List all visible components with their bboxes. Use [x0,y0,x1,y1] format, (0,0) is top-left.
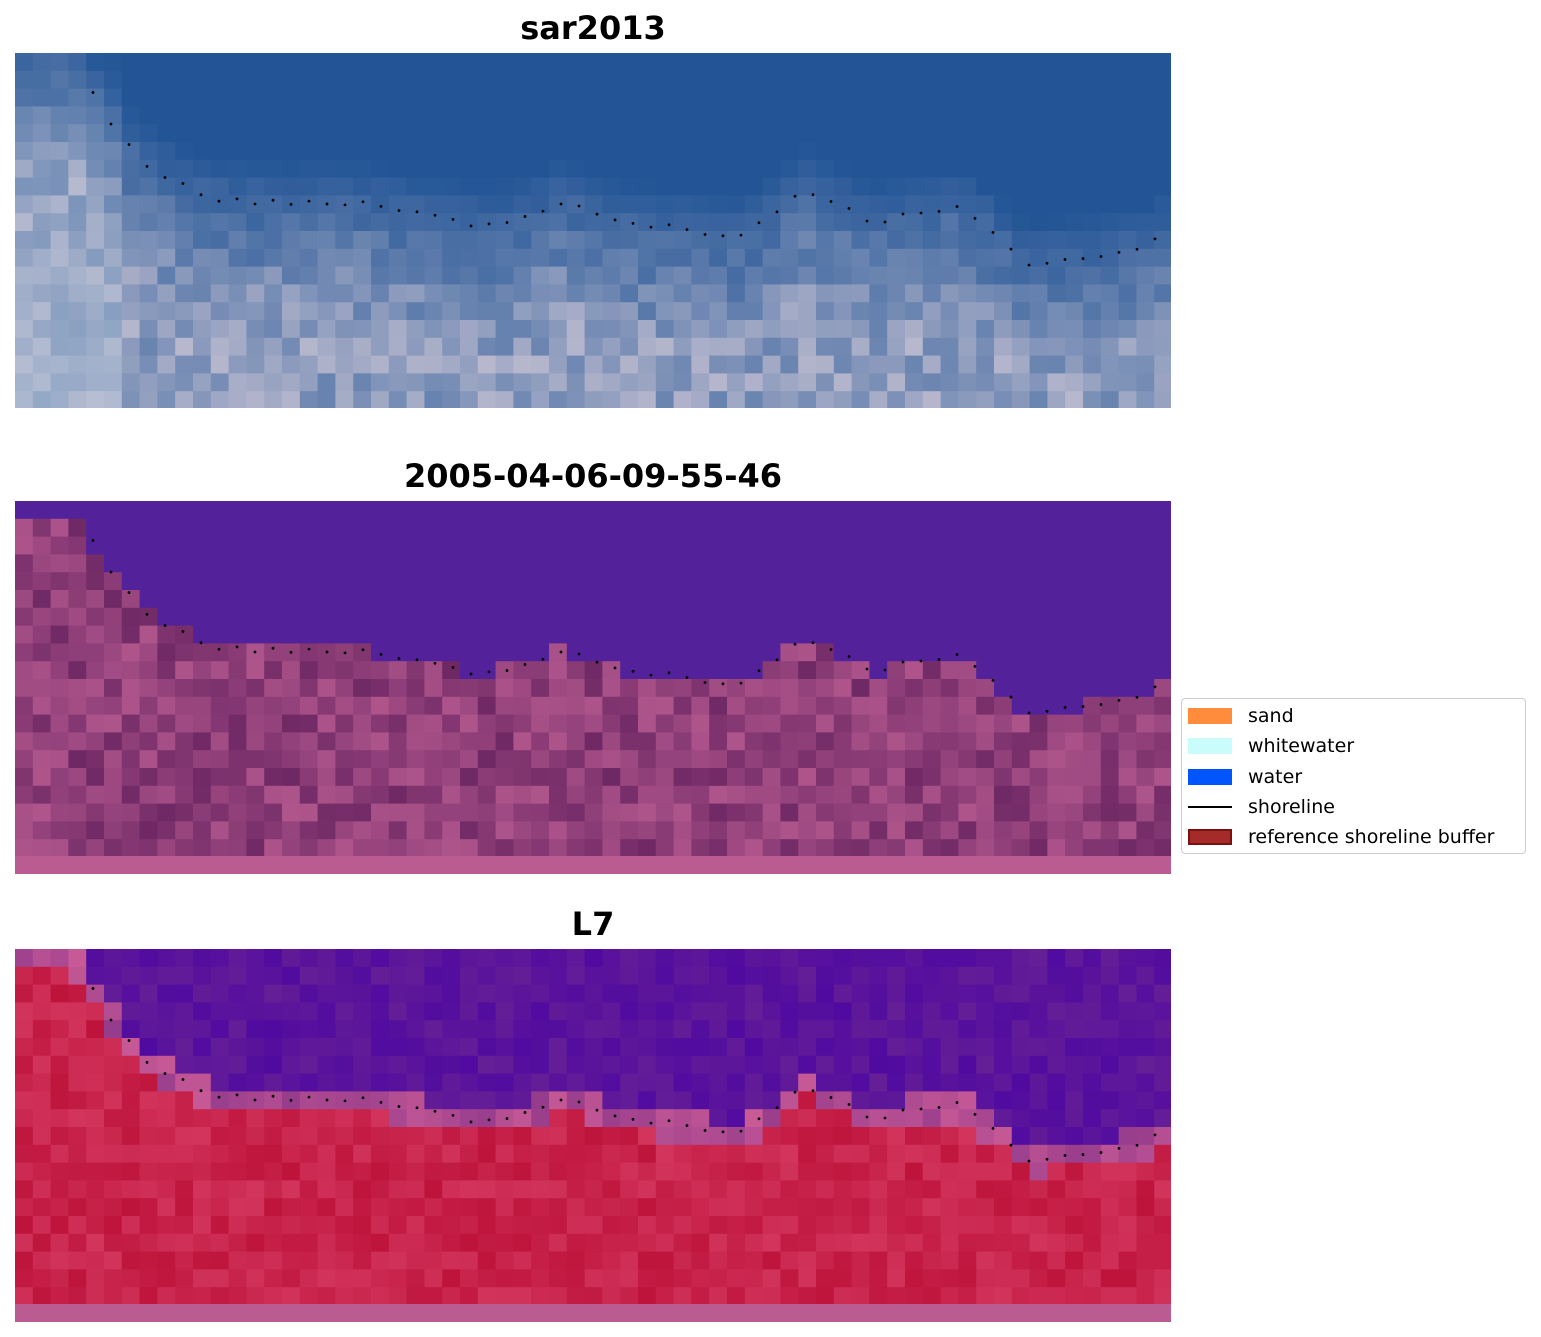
legend-label-shoreline: shoreline [1248,796,1335,818]
legend-item-water: water [1188,765,1302,789]
water-swatch [1188,769,1232,785]
image-panel-index [15,949,1171,1322]
panel-title-3: L7 [571,905,615,943]
legend-item-sand: sand [1188,704,1294,728]
legend-label-sand: sand [1248,705,1294,727]
rgb-image [15,53,1171,408]
panel-title-1: sar2013 [520,9,666,47]
image-panel-rgb [15,53,1171,408]
index-image [15,949,1171,1322]
legend-item-whitewater: whitewater [1188,734,1354,758]
legend-item-reference-buffer: reference shoreline buffer [1188,825,1494,849]
legend-label-whitewater: whitewater [1248,735,1355,757]
reference-buffer-swatch [1188,829,1232,845]
legend: sand whitewater water shoreline referenc… [1181,698,1526,854]
shoreline-line-sample [1188,799,1232,815]
legend-label-reference-buffer: reference shoreline buffer [1248,826,1495,848]
sand-swatch [1188,708,1232,724]
classified-image [15,501,1171,874]
legend-label-water: water [1248,766,1303,788]
whitewater-swatch [1188,738,1232,754]
image-panel-classified [15,501,1171,874]
panel-title-2: 2005-04-06-09-55-46 [403,457,783,495]
legend-item-shoreline: shoreline [1188,795,1335,819]
